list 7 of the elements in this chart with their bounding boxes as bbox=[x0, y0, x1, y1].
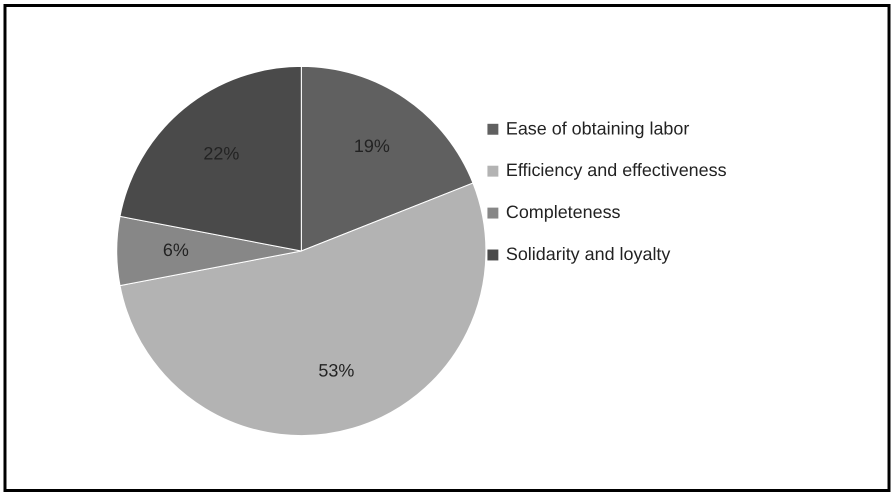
data-label: 6% bbox=[162, 240, 189, 260]
legend-label: Efficiency and effectiveness bbox=[506, 160, 727, 180]
data-label: 53% bbox=[318, 360, 354, 381]
data-label: 19% bbox=[354, 136, 390, 156]
legend-label: Solidarity and loyalty bbox=[506, 244, 670, 264]
legend-label: Completeness bbox=[506, 202, 621, 222]
legend-label: Ease of obtaining labor bbox=[506, 118, 690, 138]
